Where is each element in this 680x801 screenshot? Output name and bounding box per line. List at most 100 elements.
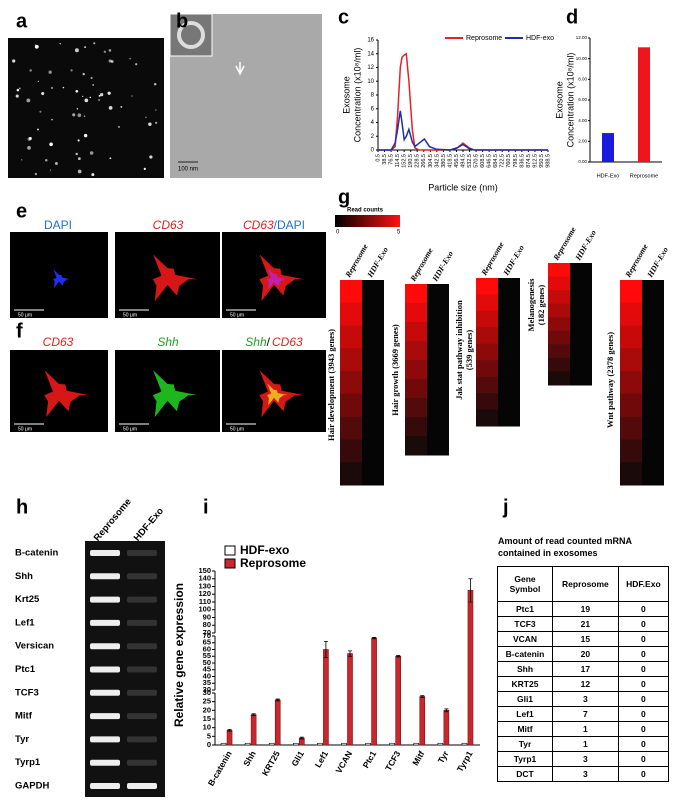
panel-letter: d [566, 6, 578, 28]
y-tick-label: 2.00 [578, 139, 587, 144]
x-tick-label: KRT25 [260, 749, 282, 778]
x-tick-label: Tyrp1 [455, 749, 475, 774]
particle-spot [16, 88, 20, 92]
image-title: CD63/DAPI [243, 218, 305, 232]
title-part: /DAPI [274, 218, 305, 232]
y-tick-label: 6.00 [578, 97, 587, 102]
heatmap-cell [548, 330, 570, 345]
particle-spot [48, 70, 52, 74]
colorbar [335, 215, 400, 227]
table-cell: HDF.Exo [617, 566, 670, 602]
heatmap-cell [427, 341, 449, 361]
particle-spot [50, 86, 54, 90]
particle-spot [84, 98, 89, 103]
line-series [378, 110, 548, 151]
legend-label: Reprosome [466, 35, 502, 42]
heatmap-cell [340, 416, 362, 440]
particle-spot [37, 80, 39, 82]
x-tick-label: 304.5 [428, 154, 434, 168]
y-tick-label: 65 [203, 638, 211, 647]
bar [419, 696, 426, 746]
table-cell: VCAN [497, 631, 553, 647]
heatmap-cell [405, 379, 427, 399]
heatmap-cell [548, 290, 570, 305]
heatmap-cell [498, 327, 520, 345]
particle-spot [74, 48, 79, 53]
table-cell: 0 [617, 766, 670, 782]
y-tick-label: 80 [203, 620, 211, 629]
x-tick-label: 988.5 [545, 154, 551, 168]
inset-vesicle [177, 21, 205, 49]
y-axis-label: Exosome [341, 76, 351, 114]
heatmap-cell [476, 294, 498, 312]
x-tick-label: 950.5 [539, 154, 545, 168]
x-tick-label: 380.5 [441, 154, 447, 168]
table-cell: DCT [497, 766, 553, 782]
table-cell: 3 [552, 766, 619, 782]
gel-band [90, 596, 120, 603]
gel-band [127, 619, 157, 626]
particle-spot [15, 94, 19, 98]
bar [274, 699, 281, 746]
heatmap-cell [548, 344, 570, 359]
heatmap-cell [620, 439, 642, 463]
heatmap-cell [642, 439, 664, 463]
panel-letter: h [16, 496, 28, 518]
heatmap-cell [642, 462, 664, 486]
particle-spot [98, 94, 101, 97]
heatmap-cell [362, 280, 384, 304]
heatmap-cell [427, 284, 449, 304]
gel-band [90, 689, 120, 696]
heatmap-cell [620, 371, 642, 395]
table-row: VCAN 15 0 [497, 631, 670, 647]
table-cell: 12 [552, 676, 619, 692]
table-cell: 15 [552, 631, 619, 647]
table-cell: 0 [617, 631, 670, 647]
x-tick-label: 874.5 [526, 154, 532, 168]
table-cell: Lef1 [497, 706, 553, 722]
block-label: Hair growth (3669 genes) [390, 324, 400, 416]
x-tick-label: 114.5 [395, 154, 401, 167]
cell-signal [267, 383, 288, 406]
y-tick-label: 70 [203, 628, 211, 637]
error-bar [444, 708, 449, 713]
heatmap-cell [427, 398, 449, 418]
title-part: CD63 [43, 335, 74, 349]
heatmap-cell [362, 439, 384, 463]
cell-signal [152, 254, 198, 302]
y-tick-label: 12 [367, 65, 374, 71]
scale-label: 50 μm [18, 312, 32, 318]
heatmap-cell [498, 310, 520, 328]
read-count-table: Gene Symbol Reprosome HDF.Exo Ptc1 19 0 TCF3 21… [497, 566, 670, 782]
particle-spot [29, 69, 32, 72]
panel-letter: a [16, 10, 28, 32]
particle-spot [34, 44, 39, 49]
heatmap-cell [476, 343, 498, 361]
cell-signal [259, 254, 304, 302]
particle-spot [131, 95, 133, 97]
y-tick-label: 90 [203, 612, 211, 621]
heatmap-cell [405, 398, 427, 418]
x-tick-label: 684.5 [493, 154, 499, 168]
heatmap-cell [570, 263, 592, 278]
x-tick-label: TCF3 [383, 749, 402, 773]
particle-spot [89, 151, 94, 155]
table-cell: 0 [617, 691, 670, 707]
x-tick-label: Gli1 [289, 749, 306, 768]
heatmap-cell [405, 417, 427, 437]
particle-spot [84, 46, 87, 49]
x-tick-label: 418.5 [447, 154, 453, 168]
particle-spot [39, 110, 42, 113]
legend-label: HDF-exo [240, 543, 289, 557]
heatmap-cell [570, 317, 592, 332]
particle-spot [155, 121, 158, 124]
column-label: HDF-Exo [501, 244, 526, 278]
particle-spot [108, 59, 112, 63]
heatmap-cell [498, 409, 520, 427]
table-cell: Gli1 [497, 691, 553, 707]
scale-label: 50 μm [18, 426, 32, 432]
heatmap-cell [362, 416, 384, 440]
x-tick-label: 836.5 [519, 154, 525, 168]
panel-letter: g [338, 186, 350, 208]
